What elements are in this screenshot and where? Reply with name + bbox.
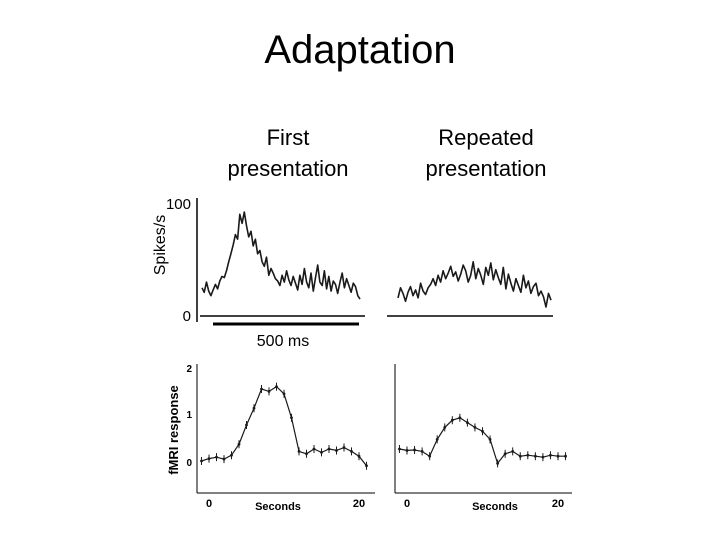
slide-title: Adaptation (264, 28, 456, 72)
fmri-ytick-0: 0 (186, 458, 192, 469)
fmri-repeated-point (556, 454, 560, 458)
column-heading-repeated: Repeated presentation (386, 122, 586, 184)
fmri-first-point (215, 455, 218, 459)
fmri-first-point (365, 464, 368, 468)
fmri-repeated-point (428, 454, 432, 458)
fmri-first-point (230, 453, 233, 457)
fmri-first-point (245, 423, 248, 427)
spike-trace-first-group (201, 211, 361, 300)
fmri-first-point (342, 446, 346, 449)
column-heading-first-line2: presentation (227, 156, 349, 181)
fmri-first-xtick-20: 20 (353, 498, 365, 510)
fmri-repeated-xtick-0: 0 (404, 498, 410, 510)
column-heading-first-line1: First (266, 125, 310, 150)
fmri-repeated-xtick-20: 20 (552, 498, 564, 510)
fmri-first-point (260, 387, 263, 391)
fmri-repeated-group (398, 413, 567, 468)
fmri-repeated-point (564, 454, 567, 458)
fmri-first-point (290, 416, 293, 420)
fmri-ylabel: fMRI response (166, 385, 181, 475)
spike-axes (196, 198, 553, 322)
fmri-repeated-line (399, 417, 566, 465)
fmri-repeated-point (473, 426, 477, 429)
spike-trace-repeated-group (397, 260, 552, 308)
fmri-first-point (252, 406, 256, 410)
fmri-repeated-point (549, 453, 552, 457)
fmri-first-point (267, 390, 271, 393)
fmri-first-point (200, 459, 203, 463)
fmri-repeated-xlabel: Seconds (472, 501, 518, 513)
fmri-axes (196, 364, 572, 494)
fmri-first-point (297, 450, 301, 453)
fmri-first-point (327, 447, 331, 451)
fmri-ytick-2: 2 (186, 364, 192, 375)
fmri-first-line (201, 385, 367, 467)
fmri-repeated-point (496, 462, 499, 465)
column-heading-first: First presentation (188, 122, 388, 184)
fmri-repeated-point (450, 418, 454, 422)
spike-ylabel: Spikes/s (152, 215, 169, 275)
fmri-repeated-point (503, 452, 507, 456)
fmri-first-xtick-0: 0 (206, 498, 212, 510)
fmri-first-point (282, 392, 286, 396)
fmri-ytick-1: 1 (186, 410, 192, 421)
fmri-repeated-point (413, 448, 416, 452)
fmri-repeated-point (518, 454, 522, 458)
fmri-first-point (237, 442, 241, 446)
fmri-first-point (207, 457, 211, 460)
fmri-repeated-point (420, 450, 424, 453)
fmri-repeated-point (526, 453, 530, 457)
fmri-first-point (357, 454, 361, 458)
fmri-first-point (275, 385, 278, 388)
fmri-first-group (200, 382, 368, 470)
fmri-first-point (335, 449, 338, 452)
fmri-first-point (350, 450, 353, 453)
fmri-first-point (320, 450, 323, 454)
fmri-repeated-point (435, 438, 439, 441)
spike-ytick-100: 100 (166, 196, 191, 213)
fmri-repeated-point (466, 421, 469, 424)
spike-ytick-0: 0 (183, 308, 191, 325)
fmri-repeated-point (398, 447, 401, 451)
fmri-repeated-point (511, 450, 515, 453)
spike-trace-repeated (397, 260, 552, 308)
fmri-repeated-point (481, 429, 484, 433)
fmri-repeated-point (405, 449, 409, 452)
scale-bar-label: 500 ms (257, 333, 309, 350)
fmri-repeated-point (443, 426, 447, 429)
fmri-repeated-point (488, 438, 492, 441)
fmri-first-point (222, 457, 226, 461)
fmri-first-xlabel: Seconds (255, 501, 301, 513)
column-heading-repeated-line1: Repeated (438, 125, 534, 150)
fmri-repeated-point (541, 455, 545, 459)
fmri-first-point (305, 452, 308, 456)
fmri-first-point (312, 447, 316, 451)
column-heading-repeated-line2: presentation (425, 156, 547, 181)
spike-trace-first (201, 211, 361, 300)
fmri-repeated-point (458, 416, 462, 420)
fmri-repeated-point (533, 454, 537, 458)
